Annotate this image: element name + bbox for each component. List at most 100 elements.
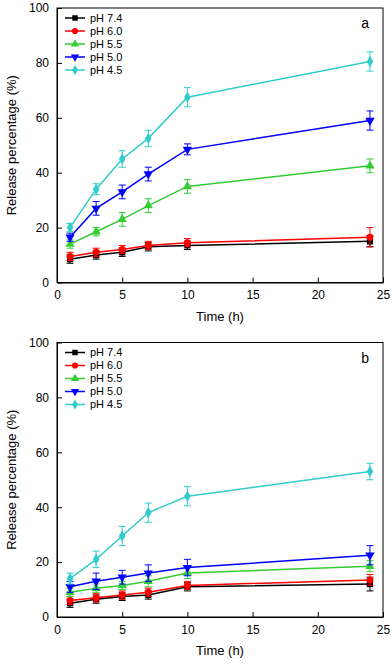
error-bar — [145, 588, 152, 596]
legend-label: pH 5.5 — [90, 372, 122, 384]
data-point — [118, 574, 127, 582]
series-line — [70, 580, 370, 601]
data-point — [183, 147, 192, 155]
x-axis-line — [58, 617, 384, 618]
plot-data — [65, 52, 374, 263]
panel: 0510152025020406080100Time (h)Release pe… — [4, 1, 390, 323]
legend-label: pH 7.4 — [90, 346, 122, 358]
data-point — [119, 530, 126, 541]
x-tick: 5 — [119, 278, 126, 303]
data-point — [184, 490, 191, 501]
y-tick-mark — [57, 617, 62, 618]
data-point — [91, 206, 100, 214]
x-tick-mark — [253, 278, 254, 283]
x-tick-mark — [383, 612, 384, 617]
y-tick-mark — [57, 397, 62, 398]
error-bar — [67, 573, 74, 584]
data-point — [145, 507, 152, 518]
series-line — [70, 62, 370, 228]
y-tick-label: 0 — [42, 610, 49, 624]
data-point — [118, 189, 127, 197]
y-axis-title: Release percentage (%) — [4, 410, 19, 550]
legend-marker — [71, 389, 79, 396]
x-tick-mark — [253, 612, 254, 617]
data-point — [144, 200, 153, 208]
error-bar — [366, 52, 373, 71]
y-tick: 60 — [36, 446, 62, 460]
legend-marker — [72, 399, 78, 409]
error-bar — [93, 248, 100, 256]
error-bar — [119, 591, 126, 599]
x-tick: 25 — [377, 278, 391, 303]
error-bar — [93, 184, 100, 195]
legend-marker — [72, 65, 78, 75]
y-tick: 40 — [36, 166, 62, 180]
x-tick: 20 — [312, 612, 326, 637]
y-tick-mark — [57, 228, 62, 229]
error-bar — [145, 503, 152, 522]
x-tick: 15 — [246, 612, 260, 637]
error-bar — [184, 487, 191, 506]
legend-label: pH 5.5 — [90, 38, 122, 50]
data-point — [184, 91, 191, 102]
data-point — [183, 565, 192, 573]
y-tick-mark — [57, 63, 62, 64]
legend: pH 7.4pH 6.0pH 5.5pH 5.0pH 4.5 — [65, 346, 122, 410]
x-tick-label: 10 — [181, 288, 195, 302]
y-tick-label: 20 — [36, 555, 50, 569]
x-tick: 5 — [119, 612, 126, 637]
data-point — [67, 573, 74, 584]
legend-marker — [72, 15, 77, 20]
y-tick: 0 — [42, 276, 62, 290]
plot-frame — [57, 8, 383, 283]
x-tick-label: 20 — [312, 288, 326, 302]
data-point — [184, 239, 191, 246]
error-bar — [184, 239, 191, 247]
x-tick-mark — [318, 612, 319, 617]
series-line — [70, 472, 370, 579]
data-point — [365, 118, 374, 126]
error-bar — [67, 252, 74, 260]
y-tick-mark — [57, 8, 62, 9]
y-tick-label: 60 — [36, 111, 50, 125]
x-tick: 20 — [312, 278, 326, 303]
y-tick-label: 80 — [36, 56, 50, 70]
error-bar — [366, 463, 373, 479]
y-tick-mark — [57, 343, 62, 344]
legend-label: pH 5.0 — [90, 51, 122, 63]
x-tick-mark — [187, 278, 188, 283]
data-point — [93, 594, 100, 601]
data-point — [119, 592, 126, 599]
x-tick-label: 0 — [54, 623, 61, 637]
x-tick: 10 — [181, 278, 195, 303]
y-tick-label: 80 — [36, 391, 50, 405]
y-tick-label: 0 — [42, 276, 49, 290]
legend-marker — [71, 39, 79, 46]
series-line — [70, 166, 370, 244]
x-tick-mark — [122, 612, 123, 617]
y-tick-label: 40 — [36, 166, 50, 180]
data-point — [93, 249, 100, 256]
legend-label: pH 7.4 — [90, 12, 122, 24]
data-point — [119, 246, 126, 253]
legend-label: pH 6.0 — [90, 359, 122, 371]
data-point — [145, 589, 152, 596]
panel-label: a — [361, 15, 369, 31]
legend-marker — [72, 350, 77, 355]
error-bar — [93, 551, 100, 567]
x-axis-title: Time (h) — [196, 643, 244, 658]
data-point — [145, 133, 152, 144]
series-line — [70, 566, 370, 592]
y-tick-label: 100 — [29, 336, 49, 350]
legend-label: pH 6.0 — [90, 25, 122, 37]
y-tick-mark — [57, 562, 62, 563]
error-bar — [145, 241, 152, 249]
legend: pH 7.4pH 6.0pH 5.5pH 5.0pH 4.5 — [65, 12, 122, 76]
x-tick-label: 25 — [377, 288, 391, 302]
y-axis-line — [57, 9, 58, 284]
error-bar — [366, 574, 373, 585]
y-axis: 020406080100 — [29, 1, 62, 290]
data-point — [67, 253, 74, 260]
y-tick: 0 — [42, 610, 62, 624]
data-point — [183, 181, 192, 189]
